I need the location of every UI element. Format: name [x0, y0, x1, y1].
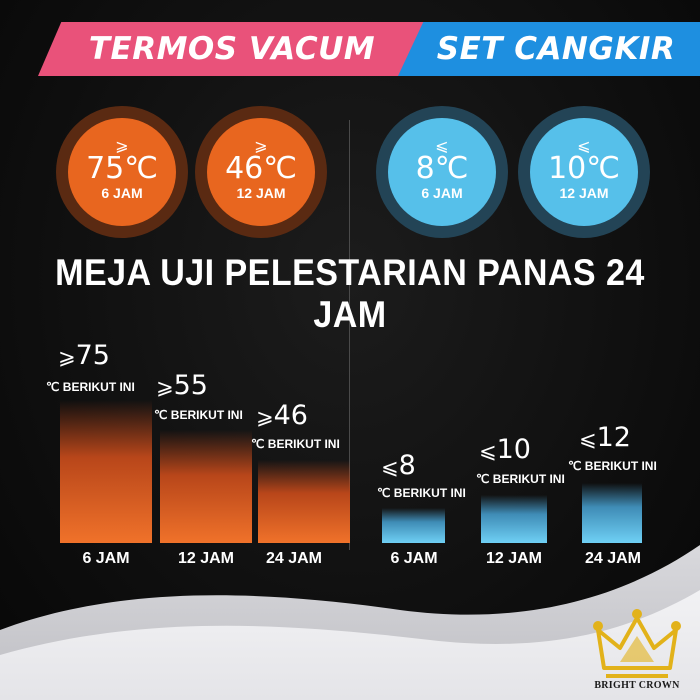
hot-circle-12h: ⩾ 46℃ 12 JAM — [207, 118, 315, 226]
section-divider — [349, 120, 350, 550]
headline: MEJA UJI PELESTARIAN PANAS 24 JAM — [55, 252, 645, 335]
banner-termos-vacum: TERMOS VACUM — [38, 22, 426, 76]
hot-bar-label: 6 JAM — [82, 550, 130, 567]
value-number: 12 — [596, 422, 631, 453]
hot-bar-value: ⩾46 — [256, 400, 308, 431]
cold-circle-6h: ⩽ 8℃ 6 JAM — [388, 118, 496, 226]
hot-bar-label: 24 JAM — [265, 550, 323, 567]
value-symbol: ⩽ — [381, 455, 399, 479]
cold-bar-label: 6 JAM — [390, 550, 438, 567]
cold-bar-unit: ℃ BERIKUT INI — [568, 459, 657, 473]
logo-text: BRIGHT CROWN — [594, 680, 680, 691]
hot-bar-label: 12 JAM — [177, 550, 235, 567]
hot-bar-unit: ℃ BERIKUT INI — [251, 437, 340, 451]
cold-bar-unit: ℃ BERIKUT INI — [476, 472, 565, 486]
hot-circle-6h: ⩾ 75℃ 6 JAM — [68, 118, 176, 226]
value-number: 10 — [496, 434, 531, 465]
circle-duration: 12 JAM — [236, 185, 286, 201]
circle-duration: 12 JAM — [559, 185, 609, 201]
circle-temp: 75℃ — [86, 151, 158, 186]
hot-bar-6h — [60, 400, 152, 543]
hot-bar-12h — [160, 430, 252, 543]
circle-temp: 8℃ — [415, 151, 469, 186]
value-number: 75 — [75, 340, 110, 371]
value-number: 46 — [273, 400, 308, 431]
value-symbol: ⩽ — [479, 439, 497, 463]
crown-icon — [593, 609, 681, 678]
value-symbol: ⩾ — [156, 375, 174, 399]
cold-bar-label: 12 JAM — [485, 550, 543, 567]
hot-bar-unit: ℃ BERIKUT INI — [46, 380, 135, 394]
circle-duration: 6 JAM — [101, 185, 143, 201]
circle-symbol: ⩽ — [435, 136, 449, 155]
circle-duration: 6 JAM — [421, 185, 463, 201]
cold-bar-value: ⩽8 — [381, 450, 416, 481]
cold-bar-24h — [582, 483, 642, 543]
circle-symbol: ⩾ — [254, 136, 268, 155]
hot-bar-unit: ℃ BERIKUT INI — [154, 408, 243, 422]
cold-bar-12h — [481, 495, 547, 543]
circle-symbol: ⩾ — [115, 136, 129, 155]
value-symbol: ⩾ — [256, 405, 274, 429]
cold-circle-12h: ⩽ 10℃ 12 JAM — [530, 118, 638, 226]
cold-bar-value: ⩽10 — [479, 434, 531, 465]
value-symbol: ⩾ — [58, 345, 76, 369]
cold-bar-unit: ℃ BERIKUT INI — [377, 486, 466, 500]
cold-bar-6h — [382, 508, 445, 543]
hot-bar-value: ⩾75 — [58, 340, 110, 371]
circle-temp: 10℃ — [548, 151, 620, 186]
value-number: 55 — [173, 370, 208, 401]
cold-bar-label: 24 JAM — [584, 550, 642, 567]
cold-bar-value: ⩽12 — [579, 422, 631, 453]
circle-temp: 46℃ — [225, 151, 297, 186]
value-symbol: ⩽ — [579, 427, 597, 451]
value-number: 8 — [398, 450, 416, 481]
hot-bar-24h — [258, 460, 350, 543]
banner-left-title: TERMOS VACUM — [88, 31, 376, 67]
banner-set-cangkir: SET CANGKIR — [398, 22, 700, 76]
hot-bar-value: ⩾55 — [156, 370, 208, 401]
circle-symbol: ⩽ — [577, 136, 591, 155]
banner-right-title: SET CANGKIR — [436, 31, 676, 67]
